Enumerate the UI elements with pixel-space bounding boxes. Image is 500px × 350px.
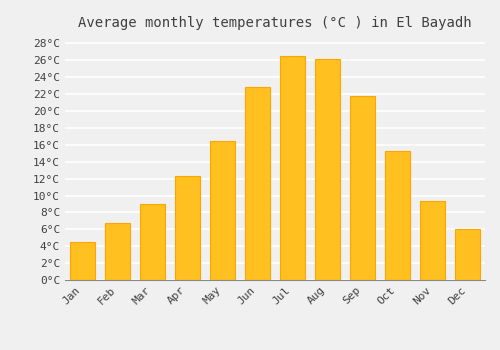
Title: Average monthly temperatures (°C ) in El Bayadh: Average monthly temperatures (°C ) in El… [78, 16, 472, 30]
Bar [420, 201, 445, 280]
Bar [280, 56, 305, 280]
Bar [105, 223, 130, 280]
Bar [316, 59, 340, 280]
Bar [350, 96, 375, 280]
Bar [140, 204, 165, 280]
Bar [70, 242, 95, 280]
Bar [245, 88, 270, 280]
Bar [176, 176, 200, 280]
Bar [210, 141, 235, 280]
Bar [455, 229, 480, 280]
Bar [385, 151, 410, 280]
